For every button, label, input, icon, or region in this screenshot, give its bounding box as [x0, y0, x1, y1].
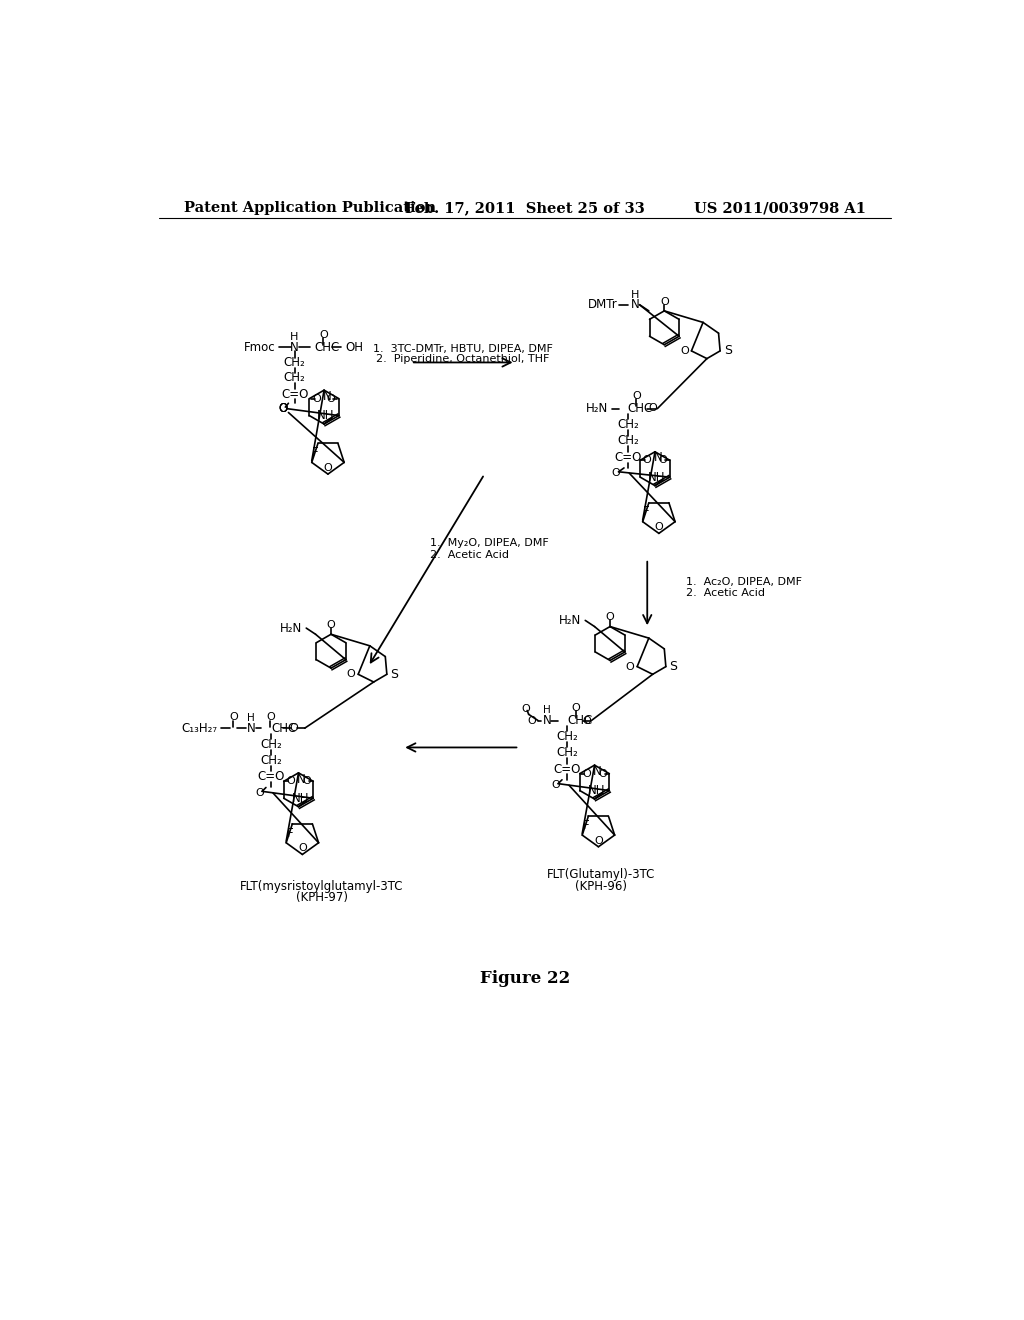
- Text: O: O: [605, 612, 614, 622]
- Text: F: F: [312, 446, 318, 459]
- Text: O: O: [290, 723, 298, 733]
- Text: O: O: [279, 403, 288, 416]
- Text: 2.  Acetic Acid: 2. Acetic Acid: [686, 589, 765, 598]
- Text: Patent Application Publication: Patent Application Publication: [183, 202, 436, 215]
- Text: N: N: [290, 341, 299, 354]
- Text: H: H: [631, 289, 639, 300]
- Text: O: O: [327, 393, 336, 404]
- Text: CH₂: CH₂: [557, 730, 579, 743]
- Text: H: H: [290, 333, 298, 342]
- Text: H₂N: H₂N: [281, 622, 302, 635]
- Text: C=O: C=O: [281, 388, 308, 400]
- Text: O: O: [583, 715, 591, 726]
- Text: O: O: [279, 403, 288, 416]
- Text: O: O: [521, 704, 530, 714]
- Text: C=O: C=O: [258, 770, 285, 783]
- Text: H: H: [247, 713, 254, 723]
- Text: O: O: [552, 780, 560, 791]
- Text: O: O: [255, 788, 264, 797]
- Text: N: N: [323, 389, 332, 403]
- Text: O: O: [658, 455, 668, 465]
- Text: Fmoc: Fmoc: [244, 341, 275, 354]
- Text: NH: NH: [317, 409, 335, 422]
- Text: O: O: [612, 469, 621, 478]
- Text: FLT(mysristoylglutamyl-3TC: FLT(mysristoylglutamyl-3TC: [240, 879, 403, 892]
- Text: N: N: [297, 772, 306, 785]
- Text: 1.  My₂O, DIPEA, DMF: 1. My₂O, DIPEA, DMF: [430, 539, 549, 548]
- Text: O: O: [324, 463, 333, 473]
- Text: O: O: [312, 393, 322, 404]
- Text: O: O: [643, 455, 651, 465]
- Text: H: H: [543, 705, 550, 715]
- Text: C=O: C=O: [614, 450, 642, 463]
- Text: O: O: [298, 843, 307, 853]
- Text: Feb. 17, 2011  Sheet 25 of 33: Feb. 17, 2011 Sheet 25 of 33: [404, 202, 645, 215]
- Text: N: N: [543, 714, 552, 727]
- Text: (KPH-97): (KPH-97): [296, 891, 348, 904]
- Text: N: N: [653, 451, 663, 465]
- Text: H₂N: H₂N: [559, 614, 582, 627]
- Text: NH: NH: [588, 784, 605, 797]
- Text: 1.  Ac₂O, DIPEA, DMF: 1. Ac₂O, DIPEA, DMF: [686, 577, 802, 587]
- Text: O: O: [527, 715, 537, 726]
- Text: O: O: [654, 523, 664, 532]
- Text: N: N: [247, 722, 256, 735]
- Text: CH₂: CH₂: [617, 418, 639, 432]
- Text: CH₂: CH₂: [284, 356, 305, 370]
- Text: 1.  3TC-DMTr, HBTU, DIPEA, DMF: 1. 3TC-DMTr, HBTU, DIPEA, DMF: [373, 343, 553, 354]
- Text: CH₂: CH₂: [617, 434, 639, 447]
- Text: O: O: [626, 661, 635, 672]
- Text: FLT(Glutamyl)-3TC: FLT(Glutamyl)-3TC: [547, 869, 655, 880]
- Text: O: O: [347, 669, 355, 680]
- Text: H₂N: H₂N: [587, 403, 608, 416]
- Text: O: O: [327, 620, 336, 630]
- Text: C=O: C=O: [554, 763, 581, 776]
- Text: S: S: [670, 660, 678, 673]
- Text: CHC: CHC: [628, 403, 653, 416]
- Text: US 2011/0039798 A1: US 2011/0039798 A1: [694, 202, 866, 215]
- Text: NH: NH: [292, 792, 309, 805]
- Text: OH: OH: [346, 341, 364, 354]
- Text: O: O: [632, 391, 641, 401]
- Text: DMTr: DMTr: [588, 298, 617, 312]
- Text: CH₂: CH₂: [284, 371, 305, 384]
- Text: CH₂: CH₂: [260, 738, 283, 751]
- Text: CH₂: CH₂: [557, 746, 579, 759]
- Text: S: S: [390, 668, 398, 681]
- Text: CHC: CHC: [314, 341, 340, 354]
- Text: O: O: [571, 704, 581, 713]
- Text: O: O: [648, 403, 657, 413]
- Text: N: N: [631, 298, 640, 312]
- Text: S: S: [724, 345, 732, 358]
- Text: N: N: [593, 764, 602, 777]
- Text: CHC: CHC: [567, 714, 593, 727]
- Text: F: F: [643, 506, 650, 519]
- Text: O: O: [680, 346, 689, 356]
- Text: O: O: [229, 713, 238, 722]
- Text: O: O: [598, 768, 606, 779]
- Text: Figure 22: Figure 22: [479, 970, 570, 987]
- Text: 2.  Acetic Acid: 2. Acetic Acid: [430, 550, 509, 560]
- Text: NH: NH: [648, 471, 666, 483]
- Text: O: O: [266, 713, 275, 722]
- Text: O: O: [279, 403, 288, 416]
- Text: O: O: [583, 768, 591, 779]
- Text: O: O: [318, 330, 328, 339]
- Text: CH₂: CH₂: [260, 754, 283, 767]
- Text: F: F: [583, 818, 590, 832]
- Text: 2.  Piperidine, Octanethiol, THF: 2. Piperidine, Octanethiol, THF: [376, 354, 550, 364]
- Text: (KPH-96): (KPH-96): [574, 879, 627, 892]
- Text: C₁₃H₂₇: C₁₃H₂₇: [181, 722, 217, 735]
- Text: O: O: [287, 776, 295, 787]
- Text: O: O: [594, 836, 603, 846]
- Text: F: F: [287, 826, 293, 840]
- Text: O: O: [659, 297, 669, 306]
- Text: O: O: [302, 776, 310, 787]
- Text: CHC: CHC: [271, 722, 297, 735]
